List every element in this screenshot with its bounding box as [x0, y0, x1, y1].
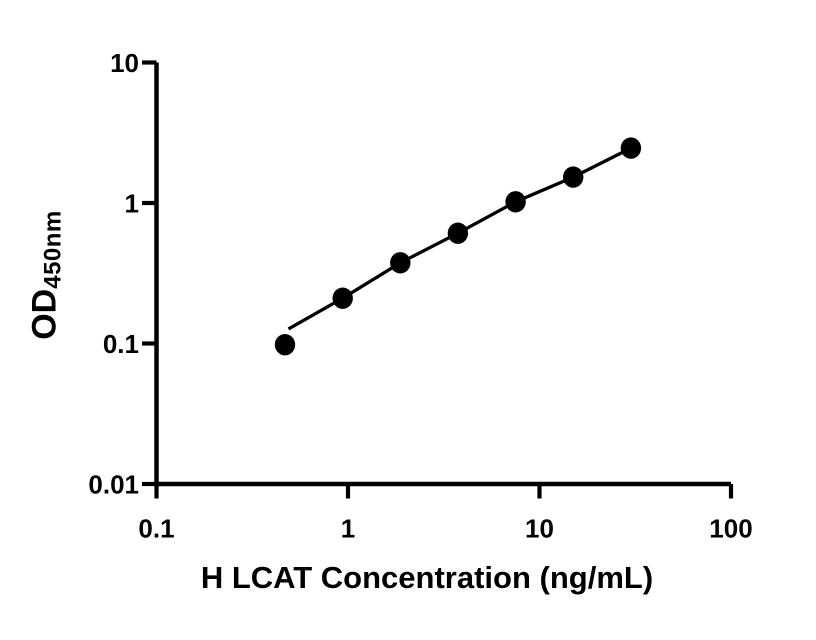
y-axis-title-main: OD — [25, 288, 64, 340]
y-tick-labels: 0.01 0.1 1 10 — [88, 48, 139, 500]
x-tick-label: 100 — [709, 514, 752, 544]
data-point-marker — [390, 252, 411, 274]
data-points — [274, 137, 642, 356]
data-point-marker — [505, 191, 526, 213]
x-tick-label: 1 — [341, 514, 355, 544]
y-axis-title-sub: 450nm — [39, 210, 67, 289]
data-point-marker — [447, 222, 469, 244]
x-axis-title: H LCAT Concentration (ng/mL) — [200, 560, 654, 595]
y-tick-label: 0.01 — [88, 470, 139, 500]
data-point-marker — [620, 137, 642, 159]
y-axis-title: OD450nm — [25, 210, 67, 340]
data-point-marker — [274, 334, 296, 356]
y-tick-label: 1 — [125, 189, 139, 219]
x-tick-labels: 0.1 1 10 100 — [138, 514, 752, 544]
data-point-marker — [563, 166, 584, 188]
x-tick-label: 0.1 — [138, 514, 174, 544]
data-point-marker — [332, 287, 353, 309]
axes — [142, 60, 734, 499]
x-tick-label: 10 — [525, 514, 554, 544]
y-tick-label: 0.1 — [103, 329, 139, 359]
y-tick-label: 10 — [110, 48, 139, 78]
